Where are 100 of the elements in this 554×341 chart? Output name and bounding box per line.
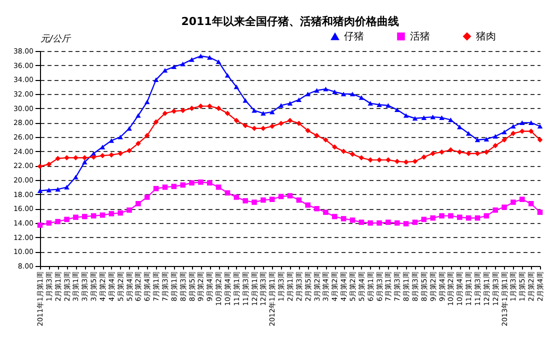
legend-label: 猪肉	[476, 30, 496, 42]
point	[198, 54, 204, 58]
point	[502, 137, 507, 143]
point	[198, 104, 204, 109]
point	[474, 150, 480, 156]
point	[144, 132, 150, 138]
point	[528, 120, 534, 125]
point	[108, 211, 114, 216]
point	[269, 110, 275, 114]
point	[82, 155, 88, 160]
point	[466, 150, 472, 156]
point	[73, 174, 78, 180]
point	[269, 124, 275, 129]
point	[456, 214, 462, 220]
point	[296, 120, 302, 126]
point	[278, 103, 284, 108]
point	[519, 196, 525, 202]
point	[412, 220, 418, 225]
point	[224, 73, 230, 78]
point	[296, 97, 302, 102]
point	[100, 212, 106, 218]
point	[368, 157, 374, 163]
point	[171, 64, 177, 70]
point	[118, 150, 124, 156]
point	[216, 184, 222, 190]
point	[100, 152, 106, 158]
point	[412, 158, 418, 164]
point	[403, 159, 409, 165]
point	[305, 92, 311, 96]
point	[528, 201, 534, 206]
point	[189, 106, 194, 111]
point	[386, 103, 391, 108]
point	[439, 213, 444, 218]
point	[340, 92, 346, 96]
point	[519, 128, 525, 134]
point	[350, 92, 356, 96]
point	[100, 144, 106, 150]
point	[252, 126, 257, 132]
point	[412, 116, 418, 121]
point	[502, 204, 507, 210]
point	[55, 187, 61, 192]
point	[394, 220, 400, 226]
point	[466, 131, 472, 136]
point	[340, 148, 346, 154]
point	[502, 130, 507, 134]
point	[376, 157, 382, 163]
point	[37, 188, 43, 194]
point	[537, 124, 543, 129]
point	[314, 206, 320, 212]
point	[332, 144, 338, 150]
point	[162, 184, 168, 190]
point	[189, 180, 194, 186]
point	[430, 150, 436, 156]
point	[376, 102, 382, 108]
point	[332, 214, 338, 220]
point	[82, 160, 88, 164]
point	[171, 108, 177, 114]
point	[403, 221, 409, 226]
point	[242, 122, 248, 128]
point	[189, 57, 194, 62]
point	[260, 126, 266, 132]
point	[340, 216, 346, 222]
point	[358, 95, 364, 100]
point	[64, 184, 70, 190]
point	[234, 84, 240, 90]
point	[242, 198, 248, 204]
point	[305, 128, 311, 134]
point	[144, 194, 150, 200]
y-axis-title: 元/公斤	[40, 34, 72, 44]
point	[323, 86, 328, 92]
point	[216, 106, 222, 111]
point	[368, 101, 374, 106]
point	[73, 155, 78, 160]
point	[394, 107, 400, 112]
point	[126, 148, 132, 154]
point	[278, 120, 284, 126]
point	[136, 201, 141, 206]
point	[234, 194, 240, 200]
point	[198, 180, 204, 185]
point	[144, 100, 150, 104]
point	[350, 217, 356, 223]
legend-label: 仔猪	[344, 30, 364, 43]
point	[368, 220, 374, 226]
point	[252, 108, 257, 113]
point	[430, 215, 436, 221]
point	[287, 118, 293, 124]
point	[484, 213, 490, 218]
point	[118, 134, 124, 140]
point	[323, 210, 328, 215]
point	[64, 216, 70, 222]
point	[153, 77, 159, 82]
point	[90, 154, 96, 160]
point	[386, 220, 391, 225]
point	[260, 111, 266, 116]
point	[314, 88, 320, 93]
point	[456, 124, 462, 130]
point	[216, 59, 222, 64]
point	[430, 114, 436, 120]
point	[386, 157, 391, 163]
point	[180, 108, 186, 114]
